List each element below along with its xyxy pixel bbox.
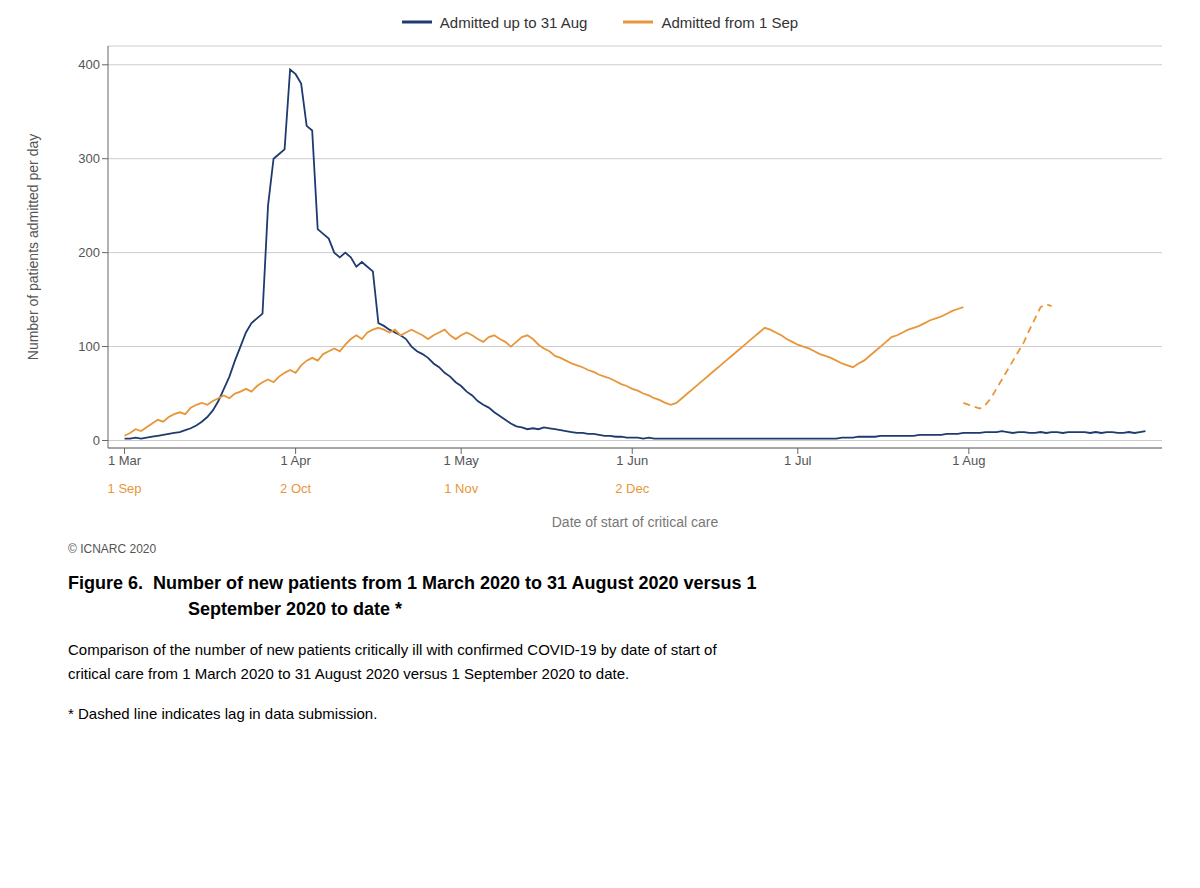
svg-text:100: 100: [78, 339, 100, 354]
svg-text:2 Oct: 2 Oct: [280, 481, 311, 496]
svg-text:1 May: 1 May: [443, 453, 479, 468]
html-text:September 2020 to date *: September 2020 to date *: [188, 599, 403, 619]
html-text:Comparison of the number of ne: Comparison of the number of new patients…: [68, 641, 717, 658]
html-text:Admitted from 1 Sep: Admitted from 1 Sep: [661, 13, 799, 31]
svg-text:1 Aug: 1 Aug: [952, 453, 985, 468]
svg-text:Number of patients admitted pe: Number of patients admitted per day: [25, 134, 41, 360]
svg-text:1 Sep: 1 Sep: [108, 481, 142, 496]
svg-text:400: 400: [78, 57, 100, 72]
html-text:critical care from 1 March 202: critical care from 1 March 2020 to 31 Au…: [68, 665, 630, 682]
svg-text:1 Mar: 1 Mar: [108, 453, 142, 468]
svg-text:2 Dec: 2 Dec: [615, 481, 649, 496]
html-text:* Dashed line indicates lag in: * Dashed line indicates lag in data subm…: [68, 705, 378, 722]
svg-text:1 Jun: 1 Jun: [616, 453, 648, 468]
html-text:Admitted up to 31 Aug: Admitted up to 31 Aug: [439, 13, 588, 31]
svg-text:Date of start of critical care: Date of start of critical care: [552, 514, 719, 530]
svg-text:200: 200: [78, 245, 100, 260]
html-text:© ICNARC 2020: © ICNARC 2020: [68, 542, 157, 556]
svg-text:1 Nov: 1 Nov: [444, 481, 478, 496]
svg-text:1 Jul: 1 Jul: [784, 453, 812, 468]
html-text:Figure 6. Number of new patien: Figure 6. Number of new patients from 1 …: [68, 573, 757, 593]
svg-text:1 Apr: 1 Apr: [280, 453, 311, 468]
svg-text:0: 0: [93, 433, 100, 448]
svg-text:300: 300: [78, 151, 100, 166]
